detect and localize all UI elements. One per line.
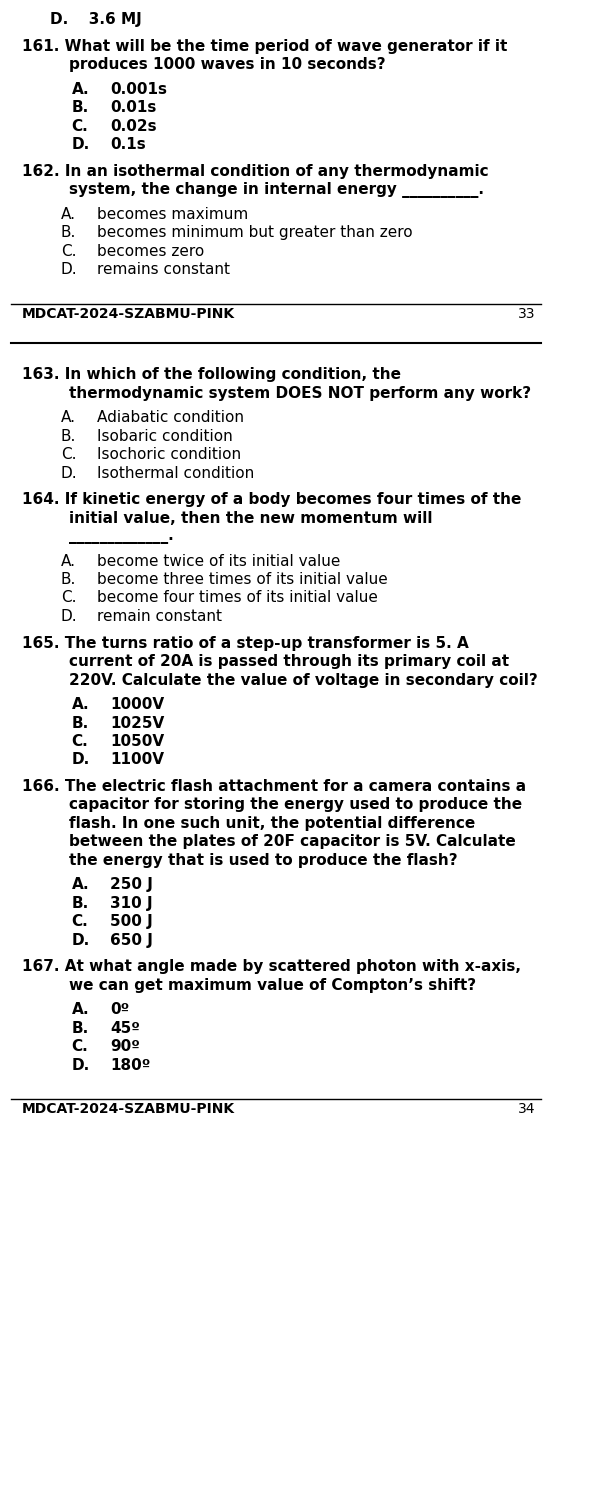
- Text: A.: A.: [61, 206, 75, 221]
- Text: 250 J: 250 J: [110, 878, 153, 893]
- Text: become twice of its initial value: become twice of its initial value: [97, 553, 340, 568]
- Text: becomes maximum: becomes maximum: [97, 206, 248, 221]
- Text: 650 J: 650 J: [110, 933, 153, 948]
- Text: A.: A.: [72, 81, 89, 96]
- Text: B.: B.: [61, 428, 76, 443]
- Text: we can get maximum value of Compton’s shift?: we can get maximum value of Compton’s sh…: [69, 978, 476, 993]
- Text: system, the change in internal energy __________.: system, the change in internal energy __…: [69, 182, 484, 198]
- Text: 166. The electric flash attachment for a camera contains a: 166. The electric flash attachment for a…: [22, 779, 526, 794]
- Text: 500 J: 500 J: [110, 914, 153, 929]
- Text: A.: A.: [72, 1003, 89, 1018]
- Text: C.: C.: [72, 914, 88, 929]
- Text: 33: 33: [517, 307, 535, 320]
- Text: B.: B.: [61, 225, 76, 240]
- Text: thermodynamic system DOES NOT perform any work?: thermodynamic system DOES NOT perform an…: [69, 385, 531, 400]
- Text: Isothermal condition: Isothermal condition: [97, 466, 254, 481]
- Text: between the plates of 20F capacitor is 5V. Calculate: between the plates of 20F capacitor is 5…: [69, 834, 516, 849]
- Text: 0.02s: 0.02s: [110, 119, 157, 134]
- Text: D.: D.: [72, 933, 90, 948]
- Text: 1000V: 1000V: [110, 697, 164, 712]
- Text: B.: B.: [72, 1021, 89, 1036]
- Text: C.: C.: [72, 733, 88, 748]
- Text: 0º: 0º: [110, 1003, 130, 1018]
- Text: 0.001s: 0.001s: [110, 81, 167, 96]
- Text: 1100V: 1100V: [110, 753, 164, 768]
- Text: remain constant: remain constant: [97, 609, 221, 624]
- Text: 0.01s: 0.01s: [110, 101, 157, 116]
- Text: 45º: 45º: [110, 1021, 140, 1036]
- Text: 0.1s: 0.1s: [110, 137, 146, 152]
- Text: D.: D.: [61, 609, 77, 624]
- Text: Isobaric condition: Isobaric condition: [97, 428, 232, 443]
- Text: become three times of its initial value: become three times of its initial value: [97, 573, 387, 588]
- Text: D.  3.6 MJ: D. 3.6 MJ: [50, 12, 142, 27]
- Text: D.: D.: [72, 1058, 90, 1073]
- Text: 1050V: 1050V: [110, 733, 164, 748]
- Text: remains constant: remains constant: [97, 262, 230, 277]
- Text: D.: D.: [72, 753, 90, 768]
- Text: 34: 34: [517, 1103, 535, 1117]
- Text: D.: D.: [72, 137, 90, 152]
- Text: capacitor for storing the energy used to produce the: capacitor for storing the energy used to…: [69, 798, 522, 813]
- Text: C.: C.: [61, 446, 76, 461]
- Text: 310 J: 310 J: [110, 896, 153, 911]
- Text: C.: C.: [61, 591, 76, 606]
- Text: 90º: 90º: [110, 1040, 140, 1055]
- Text: becomes minimum but greater than zero: becomes minimum but greater than zero: [97, 225, 412, 240]
- Text: current of 20A is passed through its primary coil at: current of 20A is passed through its pri…: [69, 654, 509, 669]
- Text: MDCAT-2024-SZABMU-PINK: MDCAT-2024-SZABMU-PINK: [22, 1103, 235, 1117]
- Text: 163. In which of the following condition, the: 163. In which of the following condition…: [22, 367, 401, 382]
- Text: 165. The turns ratio of a step-up transformer is 5. A: 165. The turns ratio of a step-up transf…: [22, 636, 469, 651]
- Text: _____________.: _____________.: [69, 529, 174, 544]
- Text: B.: B.: [72, 101, 89, 116]
- Text: 1025V: 1025V: [110, 715, 165, 730]
- Text: A.: A.: [72, 697, 89, 712]
- Text: Isochoric condition: Isochoric condition: [97, 446, 241, 461]
- Text: 164. If kinetic energy of a body becomes four times of the: 164. If kinetic energy of a body becomes…: [22, 491, 522, 507]
- Text: 161. What will be the time period of wave generator if it: 161. What will be the time period of wav…: [22, 39, 508, 54]
- Text: D.: D.: [61, 466, 77, 481]
- Text: 167. At what angle made by scattered photon with x-axis,: 167. At what angle made by scattered pho…: [22, 959, 521, 974]
- Text: B.: B.: [72, 896, 89, 911]
- Text: 180º: 180º: [110, 1058, 151, 1073]
- Text: C.: C.: [72, 1040, 88, 1055]
- Text: A.: A.: [61, 410, 75, 425]
- Text: becomes zero: becomes zero: [97, 243, 204, 259]
- Text: A.: A.: [72, 878, 89, 893]
- Text: B.: B.: [72, 715, 89, 730]
- Text: 162. In an isothermal condition of any thermodynamic: 162. In an isothermal condition of any t…: [22, 164, 489, 179]
- Text: B.: B.: [61, 573, 76, 588]
- Text: A.: A.: [61, 553, 75, 568]
- Text: D.: D.: [61, 262, 77, 277]
- Text: the energy that is used to produce the flash?: the energy that is used to produce the f…: [69, 854, 458, 869]
- Text: produces 1000 waves in 10 seconds?: produces 1000 waves in 10 seconds?: [69, 57, 385, 72]
- Text: become four times of its initial value: become four times of its initial value: [97, 591, 378, 606]
- Text: C.: C.: [61, 243, 76, 259]
- Text: flash. In one such unit, the potential difference: flash. In one such unit, the potential d…: [69, 816, 475, 831]
- Text: C.: C.: [72, 119, 88, 134]
- Text: 220V. Calculate the value of voltage in secondary coil?: 220V. Calculate the value of voltage in …: [69, 672, 537, 687]
- Text: initial value, then the new momentum will: initial value, then the new momentum wil…: [69, 511, 432, 526]
- Text: MDCAT-2024-SZABMU-PINK: MDCAT-2024-SZABMU-PINK: [22, 307, 235, 320]
- Text: Adiabatic condition: Adiabatic condition: [97, 410, 244, 425]
